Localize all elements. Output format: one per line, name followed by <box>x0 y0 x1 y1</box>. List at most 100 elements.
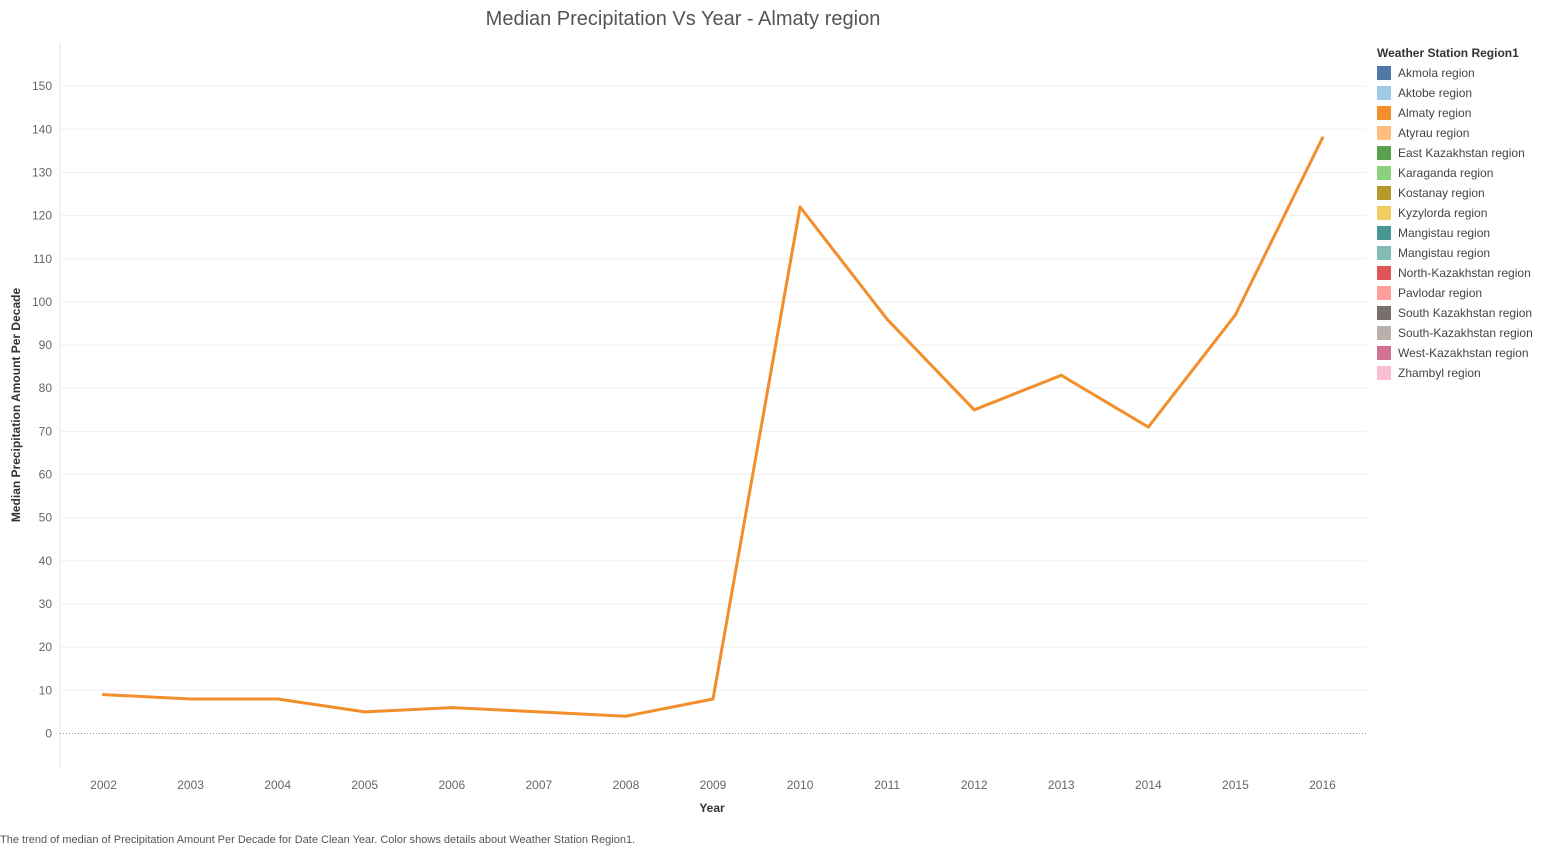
y-tick-label: 0 <box>45 726 52 740</box>
legend-label: Pavlodar region <box>1398 286 1483 300</box>
y-tick-label: 70 <box>39 424 53 438</box>
legend-label: East Kazakhstan region <box>1398 146 1525 160</box>
data-point[interactable] <box>189 697 193 701</box>
legend-swatch <box>1377 106 1391 120</box>
legend-item[interactable]: Almaty region <box>1377 103 1544 123</box>
y-tick-label: 40 <box>39 554 53 568</box>
y-tick-label: 140 <box>32 122 52 136</box>
data-point[interactable] <box>537 710 541 714</box>
data-point[interactable] <box>276 697 280 701</box>
legend-item[interactable]: West-Kazakhstan region <box>1377 343 1544 363</box>
x-tick-label: 2007 <box>526 778 553 792</box>
x-tick-label: 2009 <box>700 778 727 792</box>
chart-title: Median Precipitation Vs Year - Almaty re… <box>485 8 881 30</box>
legend-title: Weather Station Region1 <box>1377 46 1519 60</box>
legend-item[interactable]: South-Kazakhstan region <box>1377 323 1544 343</box>
y-tick-label: 120 <box>32 209 52 223</box>
legend-swatch <box>1377 166 1391 180</box>
legend-item[interactable]: Kostanay region <box>1377 183 1544 203</box>
legend-label: Akmola region <box>1398 66 1475 80</box>
legend-swatch <box>1377 366 1391 380</box>
y-axis-ticks: 0 10 20 30 40 50 60 70 80 90 100 110 120 130 140 150 <box>32 79 52 740</box>
legend-label: Mangistau region <box>1398 226 1491 240</box>
x-tick-label: 2005 <box>351 778 378 792</box>
data-point[interactable] <box>1059 373 1063 377</box>
y-tick-label: 80 <box>39 381 53 395</box>
x-tick-label: 2015 <box>1222 778 1249 792</box>
data-point[interactable] <box>1233 313 1237 317</box>
y-tick-label: 60 <box>39 468 53 482</box>
legend-label: Almaty region <box>1398 106 1472 120</box>
x-axis-title: Year <box>699 801 725 815</box>
legend-swatch <box>1377 126 1391 140</box>
legend-label: Aktobe region <box>1398 86 1473 100</box>
gridlines <box>59 43 1366 768</box>
line-chart: 0 10 20 30 40 50 60 70 80 90 100 110 120 130 140 150 20… <box>9 43 1366 815</box>
legend-swatch <box>1377 86 1391 100</box>
legend-label: South Kazakhstan region <box>1398 306 1533 320</box>
y-tick-label: 100 <box>32 295 52 309</box>
x-tick-label: 2002 <box>90 778 117 792</box>
data-point[interactable] <box>711 697 715 701</box>
legend-label: West-Kazakhstan region <box>1398 346 1529 360</box>
chart-caption: The trend of median of Precipitation Amo… <box>0 834 636 846</box>
legend-item[interactable]: Karaganda region <box>1377 163 1544 183</box>
x-tick-label: 2010 <box>787 778 814 792</box>
x-tick-label: 2008 <box>613 778 640 792</box>
y-tick-label: 30 <box>39 597 53 611</box>
x-tick-label: 2003 <box>177 778 204 792</box>
data-point[interactable] <box>450 706 454 710</box>
legend-swatch <box>1377 286 1391 300</box>
series-line[interactable] <box>102 136 1324 718</box>
legend-swatch <box>1377 226 1391 240</box>
data-point[interactable] <box>1146 425 1150 429</box>
legend-label: Kyzylorda region <box>1398 206 1488 220</box>
legend-item[interactable]: Zhambyl region <box>1377 363 1544 383</box>
data-point[interactable] <box>624 714 628 718</box>
legend-item[interactable]: Pavlodar region <box>1377 283 1544 303</box>
data-point[interactable] <box>363 710 367 714</box>
x-tick-label: 2004 <box>264 778 291 792</box>
legend-label: Zhambyl region <box>1398 366 1481 380</box>
legend-item[interactable]: Mangistau region <box>1377 243 1544 263</box>
y-tick-label: 10 <box>39 683 53 697</box>
legend-swatch <box>1377 146 1391 160</box>
legend-item[interactable]: Kyzylorda region <box>1377 203 1544 223</box>
legend-item[interactable]: Aktobe region <box>1377 83 1544 103</box>
legend-label: Kostanay region <box>1398 186 1485 200</box>
legend-item[interactable]: Akmola region <box>1377 63 1544 83</box>
data-point[interactable] <box>885 317 889 321</box>
x-tick-label: 2006 <box>438 778 465 792</box>
legend-swatch <box>1377 206 1391 220</box>
data-point[interactable] <box>798 205 802 209</box>
x-tick-label: 2014 <box>1135 778 1162 792</box>
y-tick-label: 110 <box>33 252 52 266</box>
series-layer <box>102 136 1324 718</box>
legend-item[interactable]: North-Kazakhstan region <box>1377 263 1544 283</box>
legend-label: Mangistau region <box>1398 246 1491 260</box>
legend: Weather Station Region1 Akmola region Akt… <box>1377 46 1544 383</box>
legend-swatch <box>1377 306 1391 320</box>
legend-item[interactable]: South Kazakhstan region <box>1377 303 1544 323</box>
legend-label: North-Kazakhstan region <box>1398 266 1531 280</box>
legend-item[interactable]: Mangistau region <box>1377 223 1544 243</box>
legend-swatch <box>1377 326 1391 340</box>
x-tick-label: 2013 <box>1048 778 1075 792</box>
y-tick-label: 150 <box>32 79 52 93</box>
legend-item[interactable]: Atyrau region <box>1377 123 1544 143</box>
x-tick-label: 2016 <box>1309 778 1336 792</box>
legend-swatch <box>1377 66 1391 80</box>
legend-label: Karaganda region <box>1398 166 1494 180</box>
legend-item[interactable]: East Kazakhstan region <box>1377 143 1544 163</box>
legend-swatch <box>1377 266 1391 280</box>
legend-swatch <box>1377 346 1391 360</box>
y-tick-label: 90 <box>39 338 53 352</box>
y-tick-label: 130 <box>32 165 52 179</box>
data-point[interactable] <box>972 408 976 412</box>
legend-swatch <box>1377 186 1391 200</box>
data-point[interactable] <box>102 693 106 697</box>
legend-items: Akmola region Aktobe region Almaty region A… <box>1377 63 1544 383</box>
x-axis-ticks: 2002 2003 2004 2005 2006 2007 2008 2009 2010 2011… <box>90 778 1336 792</box>
data-point[interactable] <box>1320 136 1324 140</box>
legend-label: South-Kazakhstan region <box>1398 326 1533 340</box>
